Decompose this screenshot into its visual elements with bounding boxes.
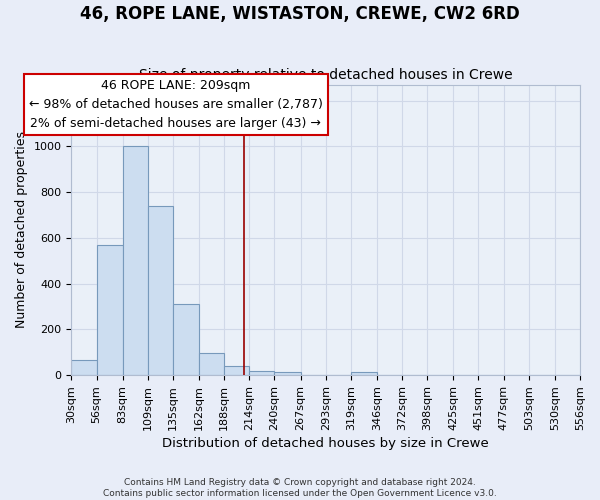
Y-axis label: Number of detached properties: Number of detached properties (15, 132, 28, 328)
Bar (71, 360, 97, 375)
Bar (351, 372, 377, 375)
Bar (122, 146, 148, 375)
Bar (274, 372, 301, 375)
Bar (97, 245, 122, 375)
Text: 46, ROPE LANE, WISTASTON, CREWE, CW2 6RD: 46, ROPE LANE, WISTASTON, CREWE, CW2 6RD (80, 5, 520, 23)
Text: 46 ROPE LANE: 209sqm
← 98% of detached houses are smaller (2,787)
2% of semi-det: 46 ROPE LANE: 209sqm ← 98% of detached h… (29, 78, 323, 130)
X-axis label: Distribution of detached houses by size in Crewe: Distribution of detached houses by size … (163, 437, 489, 450)
Text: Contains HM Land Registry data © Crown copyright and database right 2024.
Contai: Contains HM Land Registry data © Crown c… (103, 478, 497, 498)
Bar (173, 304, 199, 375)
Bar (224, 366, 250, 375)
Bar (148, 206, 173, 375)
Title: Size of property relative to detached houses in Crewe: Size of property relative to detached ho… (139, 68, 512, 82)
Bar (199, 354, 224, 375)
Bar (250, 370, 274, 375)
